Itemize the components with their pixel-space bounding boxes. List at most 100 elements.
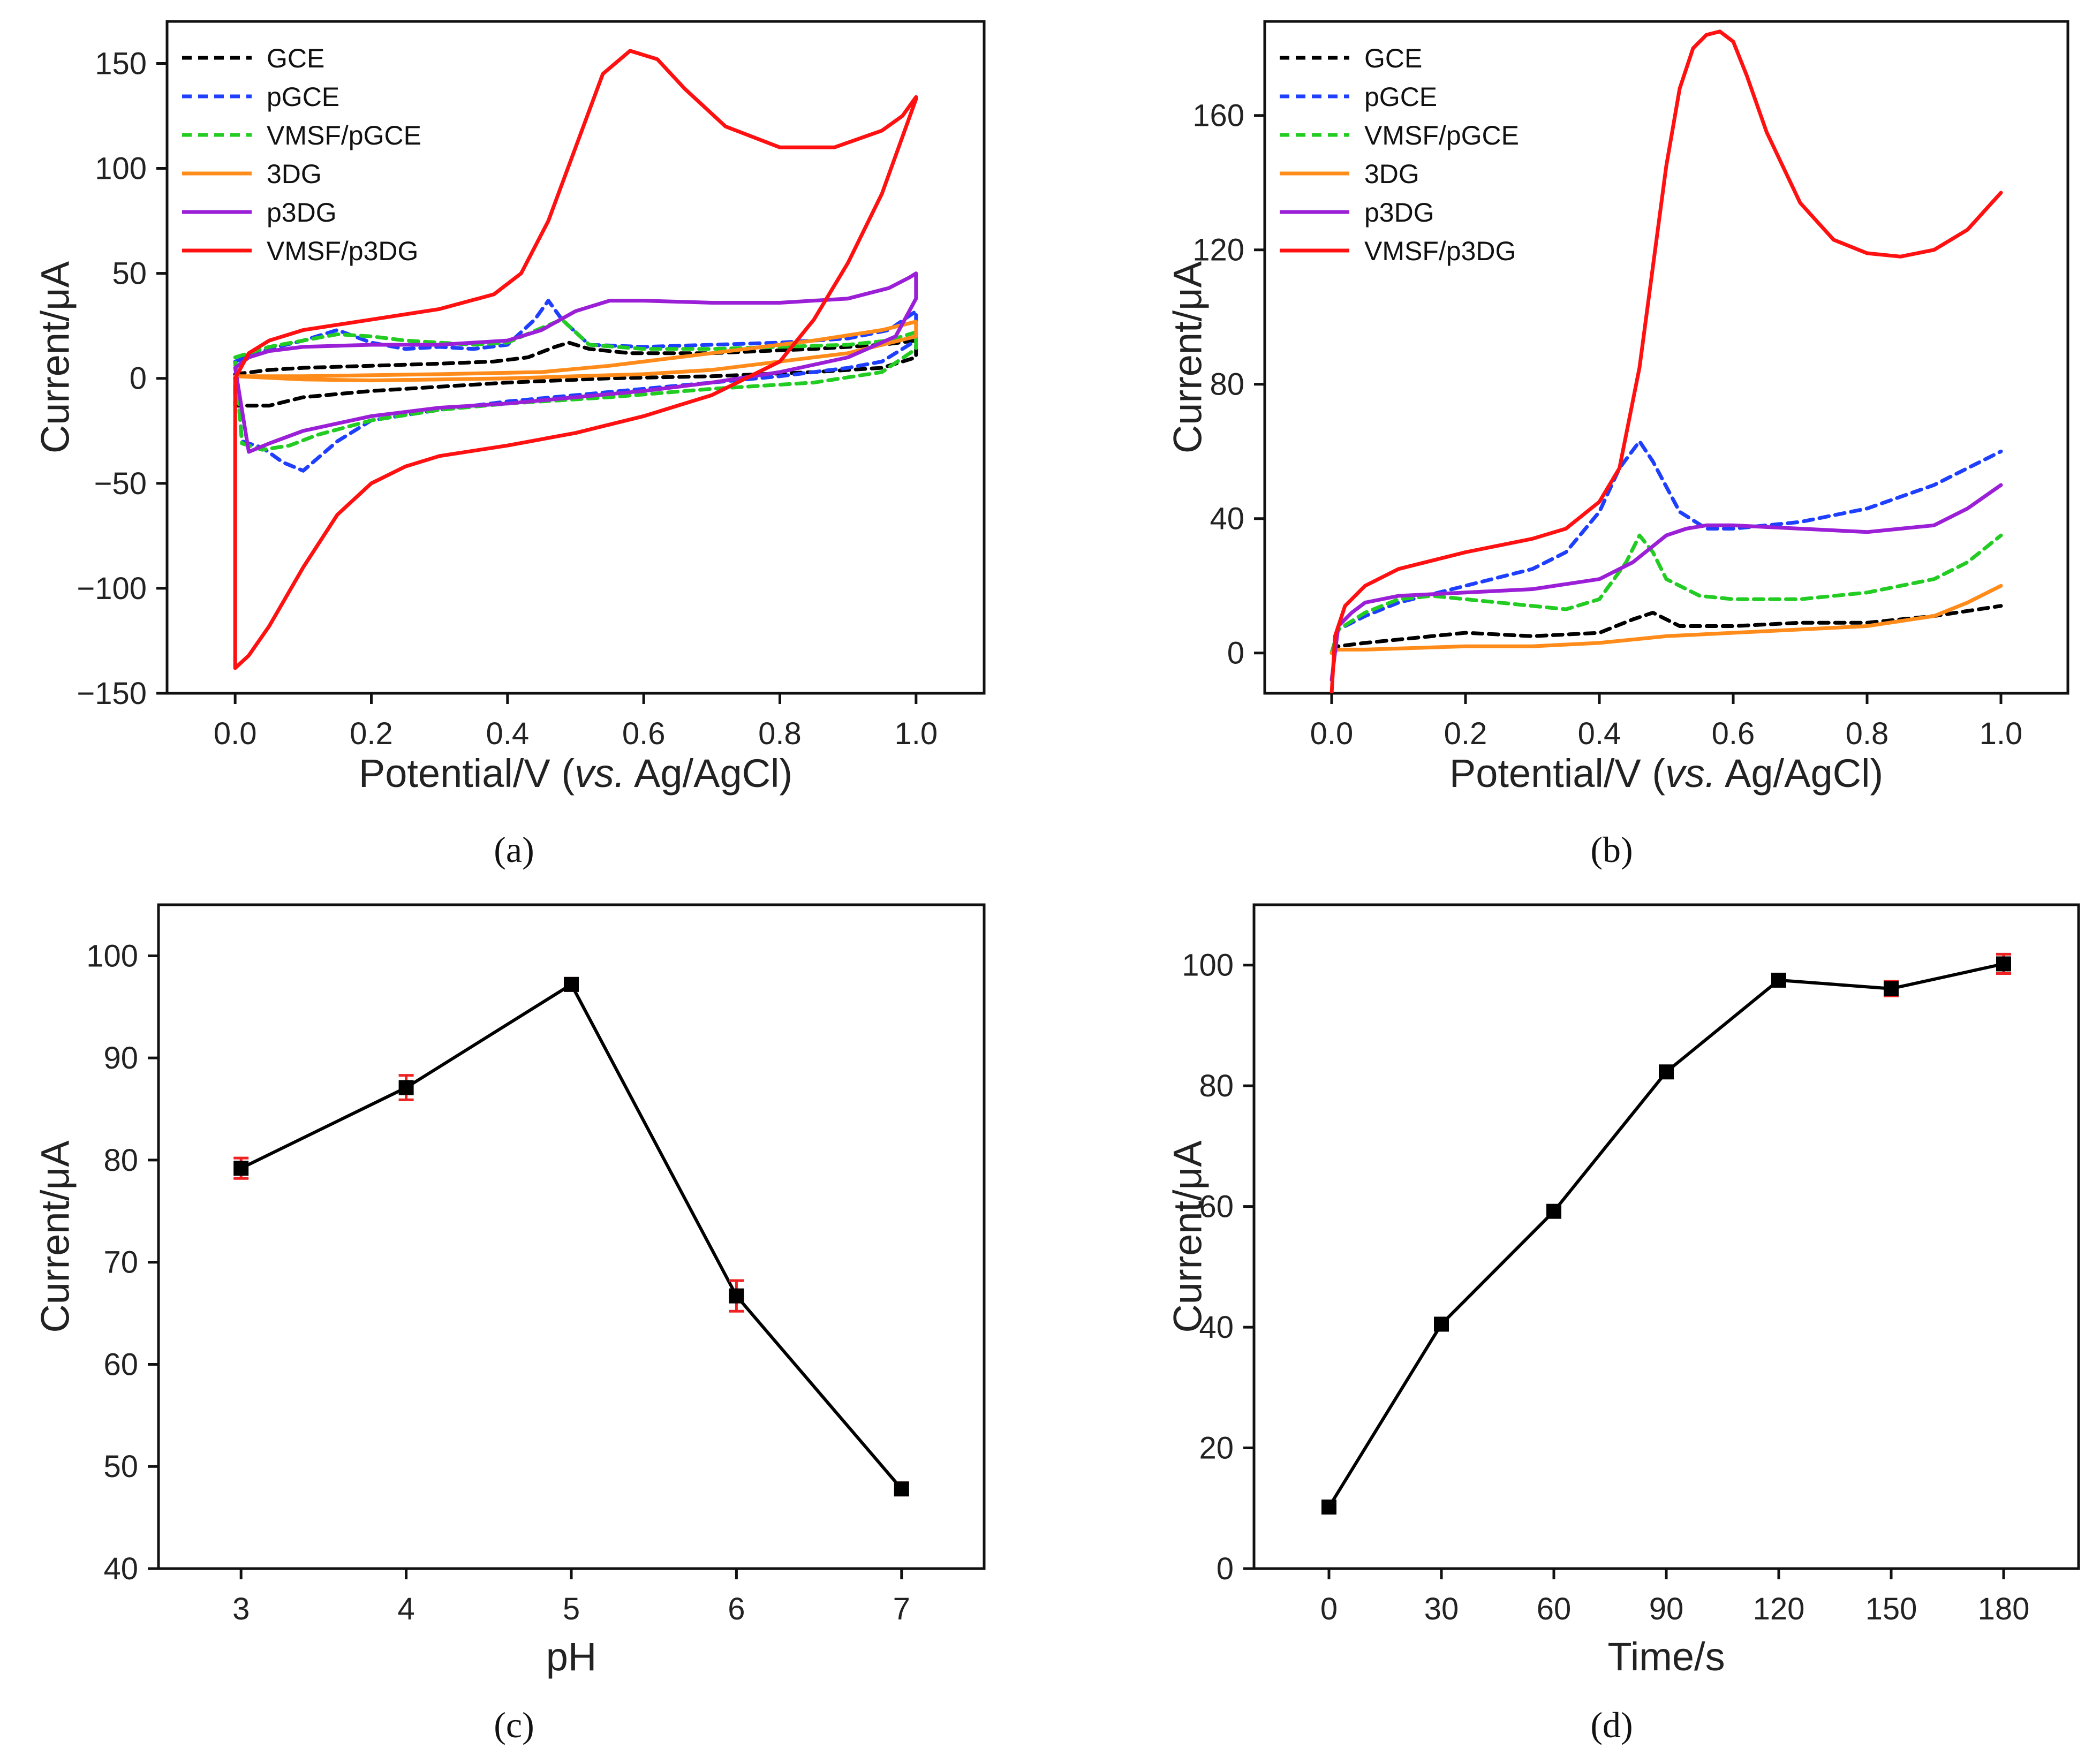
plot-frame-c	[157, 903, 986, 1570]
x-axis-label: Potential/V (vs. Ag/AgCl)	[359, 751, 792, 796]
x-tick-label: 0.4	[486, 716, 530, 751]
y-tick-label: 0	[1227, 636, 1244, 671]
legend-a: GCE pGCE VMSF/pGCE 3DG p3DG VMSF/p3DG	[182, 43, 421, 266]
x-tick-label: 0	[1320, 1592, 1338, 1626]
x-tick-label: 7	[893, 1592, 910, 1626]
data-point-marker	[1321, 1500, 1336, 1515]
chart-a: 0.0 0.2 0.4 0.6 0.8 1.0 −150 −100 −50 0 50 100 150 Cu…	[33, 20, 986, 870]
x-tick-label: 150	[1865, 1592, 1917, 1626]
legend-label: 3DG	[1364, 159, 1419, 189]
y-tick-label: 160	[1192, 99, 1244, 133]
y-axis-label: Current/μA	[33, 261, 78, 453]
y-axis-label: Current/μA	[33, 1140, 78, 1333]
legend-label: 3DG	[267, 159, 322, 189]
y-tick-label: 120	[1192, 233, 1244, 268]
chart-b: 0.0 0.2 0.4 0.6 0.8 1.0 0 40 80 120 160 Current/μA P…	[1166, 20, 2069, 870]
legend-label: VMSF/pGCE	[267, 120, 421, 150]
x-tick-label: 0.2	[1444, 716, 1487, 751]
panel-caption: (d)	[1590, 1705, 1633, 1745]
x-tick-label: 1.0	[895, 716, 938, 751]
x-tick-label: 0.6	[1712, 716, 1755, 751]
data-point-marker	[564, 976, 579, 992]
y-tick-label: 0	[130, 361, 147, 396]
series-line-gce	[1330, 604, 2003, 655]
x-axis-label-tail: Ag/AgCl)	[1716, 751, 1884, 796]
y-axis-label: Current/μA	[1166, 261, 1210, 453]
x-tick-label: 0.0	[214, 716, 257, 751]
x-axis-label: Potential/V (vs. Ag/AgCl)	[1449, 751, 1883, 796]
y-tick-label: 100	[86, 938, 138, 973]
x-axis-label-italic: vs.	[575, 751, 625, 796]
x-tick-label: 60	[1537, 1592, 1572, 1626]
chart-d: 0 30 60 90 120 150 180 0 20 40 60 80 100 Current/μA Ti…	[1166, 903, 2080, 1745]
y-tick-label: 0	[1217, 1551, 1234, 1586]
x-tick-label: 0.6	[622, 716, 666, 751]
x-tick-label: 90	[1649, 1592, 1684, 1626]
series-line-3dg	[1330, 584, 2003, 655]
legend-label: GCE	[1364, 43, 1422, 73]
legend-label: p3DG	[1364, 198, 1434, 228]
x-axis-label: Time/s	[1607, 1634, 1725, 1679]
data-point-marker	[1771, 972, 1786, 988]
y-tick-label: 60	[1199, 1190, 1234, 1224]
x-tick-label: 0.8	[758, 716, 802, 751]
x-axis-label-main: Potential/V (	[359, 751, 575, 796]
y-tick-label: 90	[103, 1041, 138, 1076]
x-tick-label: 5	[563, 1592, 580, 1626]
y-tick-label: 100	[1182, 948, 1234, 983]
series-line-vmsf-pgce	[233, 317, 918, 452]
x-tick-label: 0.4	[1578, 716, 1621, 751]
legend-label: p3DG	[267, 198, 337, 228]
x-axis-label: pH	[546, 1634, 597, 1679]
series-line-p3dg	[233, 271, 918, 454]
data-point-marker	[1434, 1316, 1449, 1332]
data-point-marker	[894, 1481, 909, 1497]
x-tick-label: 6	[728, 1592, 745, 1626]
legend-label: GCE	[267, 43, 324, 73]
x-tick-label: 0.8	[1846, 716, 1889, 751]
data-point-marker	[398, 1080, 414, 1095]
data-point-marker	[1546, 1203, 1561, 1219]
legend-label: VMSF/p3DG	[1364, 236, 1516, 266]
y-tick-label: 50	[112, 256, 147, 291]
legend-label: VMSF/p3DG	[267, 236, 418, 266]
series-line-current	[1327, 962, 2004, 1508]
y-tick-label: 40	[1199, 1310, 1234, 1345]
y-tick-label: 50	[103, 1449, 138, 1484]
legend-label: VMSF/pGCE	[1364, 120, 1519, 150]
y-tick-label: −50	[94, 466, 147, 501]
series-line-current	[240, 982, 903, 1490]
plot-frame-b	[1263, 20, 2069, 695]
plot-frame-d	[1252, 903, 2080, 1570]
y-tick-label: 40	[103, 1551, 138, 1586]
series-line-vmsf-p3dg	[1330, 29, 2003, 693]
y-tick-label: 80	[103, 1143, 138, 1178]
legend-b: GCE pGCE VMSF/pGCE 3DG p3DG VMSF/p3DG	[1280, 43, 1519, 266]
plot-frame-a	[165, 20, 986, 695]
series-line-p3dg	[1330, 483, 2003, 682]
y-tick-label: 150	[95, 46, 147, 81]
x-tick-label: 1.0	[1980, 716, 2023, 751]
y-tick-label: −150	[77, 676, 147, 711]
series-line-3dg	[233, 320, 918, 383]
data-point-marker	[1659, 1064, 1674, 1080]
y-tick-label: 80	[1210, 367, 1244, 402]
x-axis-label-italic: vs.	[1665, 751, 1716, 796]
data-point-marker	[233, 1161, 249, 1176]
legend-label: pGCE	[1364, 82, 1437, 112]
x-tick-label: 3	[232, 1592, 250, 1626]
data-point-marker	[1996, 956, 2011, 972]
series-line-vmsf-p3dg	[233, 49, 918, 670]
y-axis-label: Current/μA	[1166, 1140, 1210, 1333]
y-tick-label: 80	[1199, 1069, 1234, 1103]
panel-caption: (b)	[1590, 829, 1633, 870]
y-tick-label: 70	[103, 1245, 138, 1280]
data-point-marker	[1884, 981, 1899, 996]
data-point-marker	[729, 1288, 744, 1304]
x-tick-label: 4	[397, 1592, 414, 1626]
y-tick-label: −100	[77, 571, 147, 606]
x-axis-label-tail: Ag/AgCl)	[625, 751, 793, 796]
chart-c: 3 4 5 6 7 40 50 60 70 80 90 100 Current/μA pH (c)	[33, 903, 986, 1745]
series-line-vmsf-pgce	[1330, 533, 2003, 655]
y-tick-label: 20	[1199, 1431, 1234, 1466]
